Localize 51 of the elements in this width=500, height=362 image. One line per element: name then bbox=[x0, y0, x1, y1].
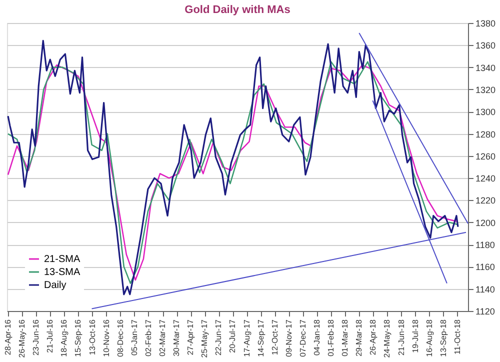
y-tick-label: 1180 bbox=[476, 240, 495, 250]
y-tick-label: 1160 bbox=[476, 262, 495, 272]
x-tick-label: 01-Feb-18 bbox=[326, 318, 336, 356]
x-tick-label: 01-Mar-18 bbox=[340, 318, 350, 356]
x-tick-label: 26-Apr-18 bbox=[368, 318, 378, 356]
x-tick-label: 02-Feb-17 bbox=[144, 318, 153, 356]
y-tick-label: 1200 bbox=[476, 218, 496, 228]
x-tick-label: 26-May-16 bbox=[18, 318, 27, 358]
x-tick-label: 05-Jan-17 bbox=[130, 318, 139, 356]
x-tick-label: 10-Nov-16 bbox=[102, 318, 111, 357]
legend-label: 13-SMA bbox=[44, 267, 80, 278]
y-tick-label: 1260 bbox=[476, 151, 496, 162]
x-tick-label: 18-Aug-16 bbox=[60, 318, 69, 357]
x-tick-label: 15-Sep-16 bbox=[74, 318, 83, 357]
x-tick-label: 14-Sep-17 bbox=[256, 318, 266, 357]
chart-title: Gold Daily with MAs bbox=[184, 4, 290, 16]
x-tick-label: 13-Sep-18 bbox=[438, 318, 448, 357]
y-tick-label: 1300 bbox=[476, 107, 496, 118]
x-tick-label: 08-Dec-16 bbox=[116, 318, 125, 357]
x-tick-label: 22-Jun-17 bbox=[214, 318, 224, 356]
x-tick-label: 02-Mar-17 bbox=[158, 318, 168, 356]
x-tick-label: 21-Jun-18 bbox=[396, 318, 406, 356]
y-tick-label: 1120 bbox=[476, 306, 495, 316]
y-tick-label: 1280 bbox=[476, 129, 496, 140]
y-tick-label: 1360 bbox=[476, 40, 496, 51]
x-tick-label: 13-Oct-16 bbox=[88, 318, 97, 356]
y-tick-label: 1140 bbox=[476, 284, 495, 294]
x-tick-label: 07-Dec-17 bbox=[298, 318, 308, 357]
y-tick-label: 1380 bbox=[476, 18, 496, 28]
x-tick-label: 30-Mar-17 bbox=[172, 318, 182, 356]
legend-label: 21-SMA bbox=[44, 254, 80, 265]
y-tick-label: 1220 bbox=[476, 196, 496, 206]
x-tick-label: 12-Oct-17 bbox=[270, 318, 280, 356]
x-tick-label: 17-Aug-17 bbox=[242, 318, 252, 357]
x-tick-label: 25-May-17 bbox=[200, 318, 210, 358]
y-tick-label: 1240 bbox=[476, 174, 496, 184]
x-tick-label: 20-Jul-17 bbox=[228, 318, 238, 353]
x-tick-label: 21-Jul-16 bbox=[46, 318, 55, 353]
x-tick-label: 11-Oct-18 bbox=[452, 318, 462, 354]
x-tick-label: 09-Nov-17 bbox=[284, 318, 294, 357]
x-tick-label: 28-Apr-16 bbox=[4, 318, 13, 356]
x-tick-label: 24-May-18 bbox=[382, 318, 392, 358]
y-tick-label: 1340 bbox=[476, 62, 496, 73]
x-tick-label: 27-Apr-17 bbox=[186, 318, 196, 356]
x-tick-label: 23-Jun-16 bbox=[32, 318, 41, 356]
legend-label: Daily bbox=[44, 280, 66, 291]
y-tick-label: 1320 bbox=[476, 84, 496, 95]
x-tick-label: 16-Aug-18 bbox=[424, 318, 434, 357]
x-tick-label: 19-Jul-18 bbox=[410, 318, 420, 353]
x-tick-label: 04-Jan-18 bbox=[312, 318, 322, 356]
x-tick-label: 29-Mar-18 bbox=[354, 318, 364, 356]
